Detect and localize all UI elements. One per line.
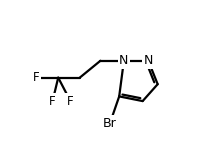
Text: N: N xyxy=(119,54,129,67)
Text: F: F xyxy=(67,95,74,108)
Text: F: F xyxy=(32,71,39,84)
Text: Br: Br xyxy=(103,117,117,130)
Text: F: F xyxy=(49,95,56,108)
Text: N: N xyxy=(144,54,153,67)
